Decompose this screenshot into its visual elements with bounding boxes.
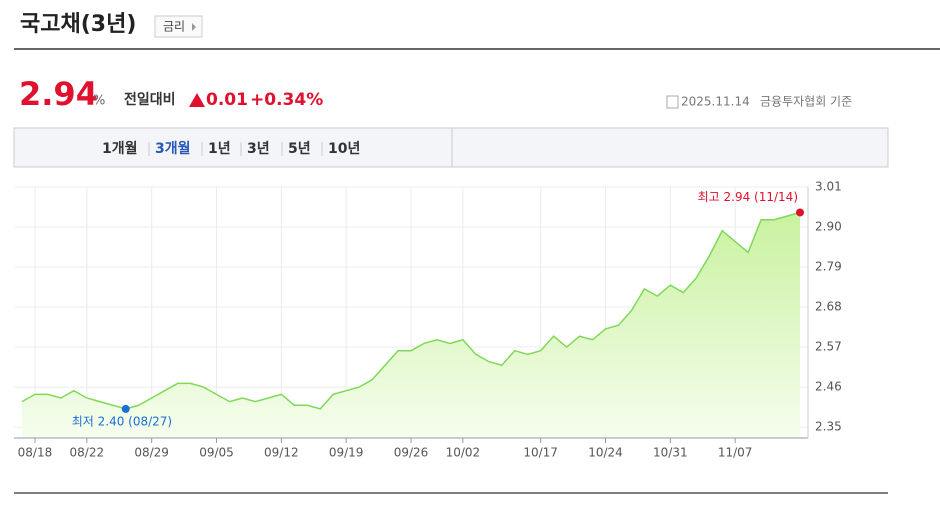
unit: %: [93, 94, 105, 109]
x-tick-label: 11/07: [718, 446, 753, 460]
change-label: 전일대비: [124, 91, 176, 108]
date: 2025.11.14: [681, 95, 750, 109]
high-label: 최고 2.94 (11/14): [698, 190, 798, 204]
y-tick-label: 2.68: [815, 300, 842, 314]
x-tick-label: 09/26: [394, 446, 429, 460]
y-tick-label: 2.57: [815, 340, 842, 354]
tab[interactable]: 3개월: [155, 140, 191, 157]
x-tick-label: 10/02: [446, 446, 481, 460]
badge[interactable]: 금리: [163, 20, 185, 34]
x-tick-label: 09/05: [199, 446, 234, 460]
line: [21, 211, 801, 410]
tab-bar: [13, 127, 889, 168]
source: 금융투자협회 기준: [760, 95, 852, 109]
y-tick-label: 2.35: [815, 420, 842, 434]
y-tick-label: 2.46: [815, 380, 842, 394]
y-tick-label: 2.79: [815, 260, 842, 274]
up-icon: [189, 93, 205, 107]
low-label: 최저 2.40 (08/27): [72, 414, 172, 428]
y-tick-label: 2.90: [815, 220, 842, 234]
x-tick-label: 10/31: [653, 446, 688, 460]
change-pct: +0.34%: [250, 90, 323, 110]
change: 0.01: [206, 90, 248, 110]
x-tick-label: 08/18: [18, 446, 53, 460]
tab[interactable]: 10년: [328, 141, 360, 157]
area-fill: [22, 212, 800, 438]
date-icon: [666, 95, 679, 109]
tab[interactable]: 1년: [208, 141, 231, 157]
low-point: [121, 404, 130, 413]
high-point: [796, 208, 804, 217]
tab[interactable]: 5년: [288, 141, 311, 157]
badge-arrow: [192, 23, 196, 31]
x-tick-label: 09/12: [264, 446, 299, 460]
price: 2.94: [19, 75, 98, 113]
x-tick-label: 09/19: [329, 446, 364, 460]
x-tick-label: 08/22: [70, 446, 105, 460]
x-tick-label: 10/17: [523, 446, 558, 460]
tab[interactable]: 1개월: [102, 140, 138, 157]
y-tick-label: 3.01: [815, 180, 842, 194]
tab[interactable]: 3년: [247, 141, 270, 157]
x-tick-label: 10/24: [588, 446, 623, 460]
badge-box[interactable]: [154, 15, 203, 38]
x-tick-label: 08/29: [134, 446, 169, 460]
title: 국고채(3년): [20, 12, 136, 37]
